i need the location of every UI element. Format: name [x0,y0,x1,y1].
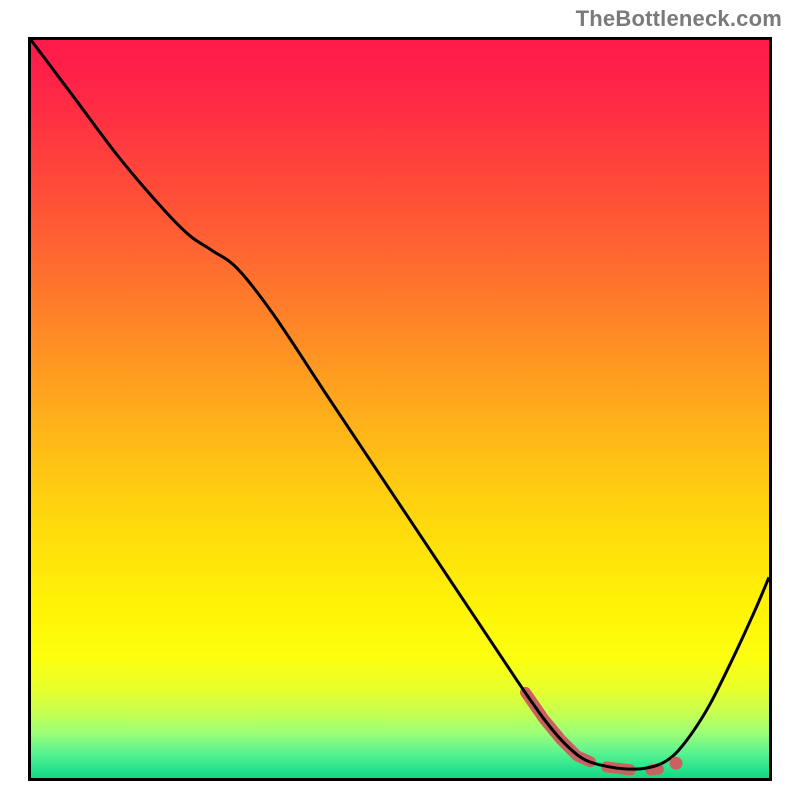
gradient-background [31,40,769,778]
attribution-label: TheBottleneck.com [576,6,782,32]
chart-container: TheBottleneck.com [0,0,800,800]
plot-area [28,37,772,781]
